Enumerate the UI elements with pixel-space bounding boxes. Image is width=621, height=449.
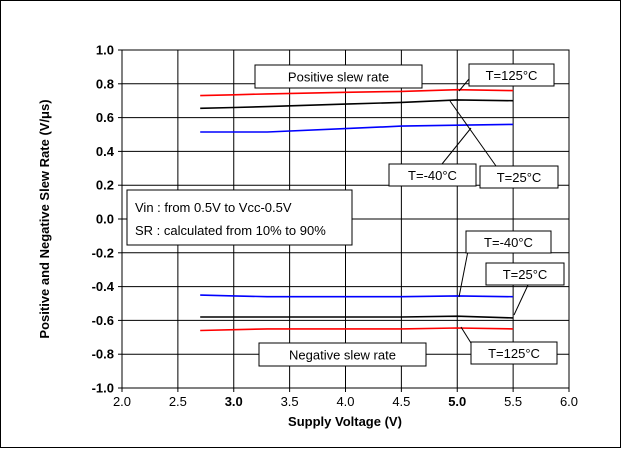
callout-pos-25-text: T=25°C [497, 170, 542, 185]
callout-neg-125: T=125°C [460, 326, 558, 365]
callout-neg-25-text: T=25°C [503, 267, 548, 282]
tick-labels: 2.0 2.5 3.0 3.5 4.0 4.5 5.0 5.5 6.0 1.0 0.8 0.6 0.4 0… [92, 43, 578, 410]
series-line-3 [200, 123, 514, 133]
x-tick-label: 4.0 [336, 394, 354, 409]
callout-neg-125-text: T=125°C [488, 346, 540, 361]
x-tick-label: 3.5 [281, 394, 299, 409]
negative-slew-rate-label: Negative slew rate [258, 342, 427, 367]
callout-pos-125: T=125°C [458, 63, 555, 92]
conditions-note-line2: SR : calculated from 10% to 90% [135, 223, 326, 238]
callout-neg-minus40-text: T=-40°C [484, 235, 533, 250]
y-tick-label: -1.0 [92, 381, 114, 396]
x-tick-label: 3.0 [225, 394, 243, 409]
y-tick-label: 0.8 [96, 76, 114, 91]
callout-neg-25: T=25°C [485, 262, 565, 316]
conditions-note-line1: Vin : from 0.5V to Vcc-0.5V [135, 200, 292, 215]
callout-neg-minus40: T=-40°C [458, 230, 552, 298]
series-line-2 [200, 99, 514, 110]
positive-slew-rate-label: Positive slew rate [254, 64, 423, 89]
x-tick-label: 5.5 [504, 394, 522, 409]
callout-pos-25: T=25°C [449, 100, 559, 189]
x-tick-label: 4.5 [392, 394, 410, 409]
x-tick-label: 2.5 [169, 394, 187, 409]
series-line-4 [200, 294, 514, 298]
x-tick-label: 6.0 [560, 394, 578, 409]
callout-pos-125-text: T=125°C [486, 68, 538, 83]
series-line-1 [200, 88, 514, 97]
series-line-6 [200, 327, 514, 332]
series-line-5 [200, 315, 514, 319]
y-tick-label: 1.0 [96, 43, 114, 58]
y-axis-label: Positive and Negative Slew Rate (V/μs) [37, 99, 52, 338]
y-tick-label: 0.4 [96, 144, 115, 159]
x-axis-label: Supply Voltage (V) [288, 414, 402, 429]
x-tick-label: 5.0 [448, 394, 466, 409]
y-tick-label: -0.6 [92, 313, 114, 328]
positive-slew-rate-text: Positive slew rate [288, 70, 389, 85]
y-tick-label: 0.2 [96, 178, 114, 193]
x-tick-label: 2.0 [113, 394, 131, 409]
conditions-note: Vin : from 0.5V to Vcc-0.5V SR : calcula… [126, 189, 353, 246]
y-tick-label: -0.2 [92, 245, 114, 260]
data-series [200, 88, 514, 332]
negative-slew-rate-text: Negative slew rate [289, 348, 396, 363]
y-tick-label: -0.8 [92, 347, 114, 362]
callout-pos-minus40: T=-40°C [388, 127, 477, 187]
callout-pos-minus40-text: T=-40°C [408, 168, 457, 183]
y-tick-label: 0.6 [96, 110, 114, 125]
y-tick-label: -0.4 [92, 279, 115, 294]
y-tick-label: 0.0 [96, 212, 114, 227]
